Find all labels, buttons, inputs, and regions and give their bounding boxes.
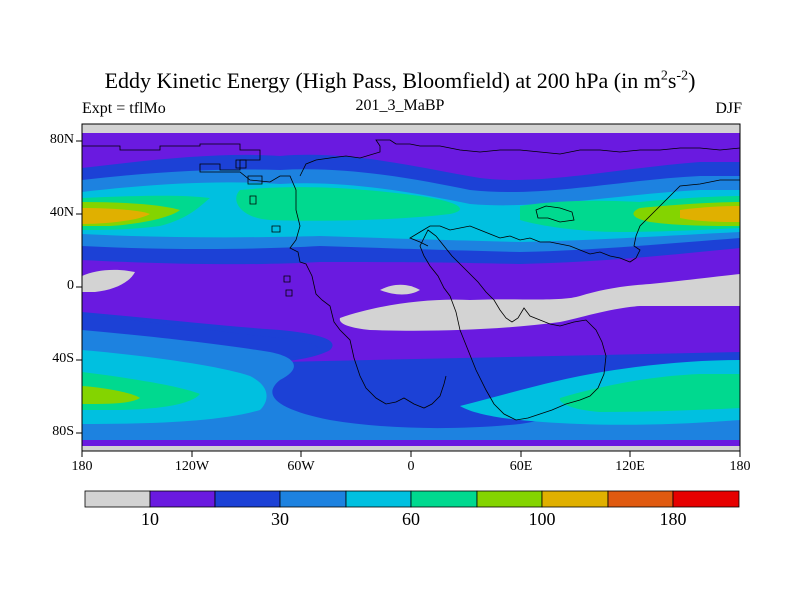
eq-gray-atlantic — [380, 284, 420, 295]
arctic-islands-outline — [235, 159, 263, 185]
contour-field — [82, 124, 740, 451]
colorbar-box-4 — [279, 490, 347, 508]
colorbar-box-1 — [84, 490, 151, 508]
islands-outline — [249, 195, 293, 297]
x-tick-60w: 60W — [287, 459, 315, 474]
y-tick-0: 0 — [67, 278, 74, 293]
x-tick-0: 0 — [407, 459, 415, 474]
colorbar-label-100: 100 — [528, 509, 556, 529]
colorbar-box-9 — [607, 490, 674, 508]
colorbar — [84, 490, 740, 508]
colorbar-box-3 — [214, 490, 281, 508]
colorbar-box-10 — [672, 490, 740, 508]
nh-green-atlantic — [236, 187, 460, 221]
americas-outline — [82, 143, 447, 409]
nh-core-west — [82, 208, 150, 224]
y-tick-40s: 40S — [52, 351, 74, 366]
colorbar-label-10: 10 — [141, 509, 159, 529]
caspian-outline — [535, 205, 575, 223]
x-tick-60e: 60E — [509, 459, 533, 474]
arctic-outline — [299, 139, 740, 177]
y-tick-80n: 80N — [49, 132, 74, 147]
colorbar-box-8 — [541, 490, 609, 508]
x-tick-180w: 180 — [71, 459, 93, 474]
south-pole-low — [82, 446, 740, 451]
x-tick-180e: 180 — [729, 459, 751, 474]
eurasia-outline — [409, 179, 740, 263]
eq-gray-indopacific — [339, 274, 740, 331]
eq-gray-pacific — [82, 269, 135, 292]
north-pole-low — [82, 124, 740, 133]
colorbar-box-6 — [410, 490, 478, 508]
y-tick-40n: 40N — [49, 205, 74, 220]
x-tick-120e: 120E — [615, 459, 645, 474]
colorbar-label-60: 60 — [402, 509, 420, 529]
colorbar-box-2 — [149, 490, 216, 508]
y-tick-80s: 80S — [52, 424, 74, 439]
nh-core-east — [680, 206, 740, 222]
africa-australia-outline — [419, 229, 607, 421]
colorbar-box-5 — [345, 490, 412, 508]
colorbar-box-7 — [476, 490, 543, 508]
chart-title: Eddy Kinetic Energy (High Pass, Bloomfie… — [104, 68, 696, 93]
colorbar-label-180: 180 — [659, 509, 687, 529]
continent-outlines — [82, 139, 740, 421]
x-tick-120w: 120W — [174, 459, 210, 474]
colorbar-label-30: 30 — [271, 509, 289, 529]
experiment-label: Expt = tflMo — [82, 100, 166, 117]
sh-yg-west — [82, 386, 140, 404]
case-label: 201_3_MaBP — [355, 97, 445, 114]
season-label: DJF — [715, 100, 742, 117]
ticks — [76, 140, 741, 457]
sh-green-east — [559, 374, 740, 412]
